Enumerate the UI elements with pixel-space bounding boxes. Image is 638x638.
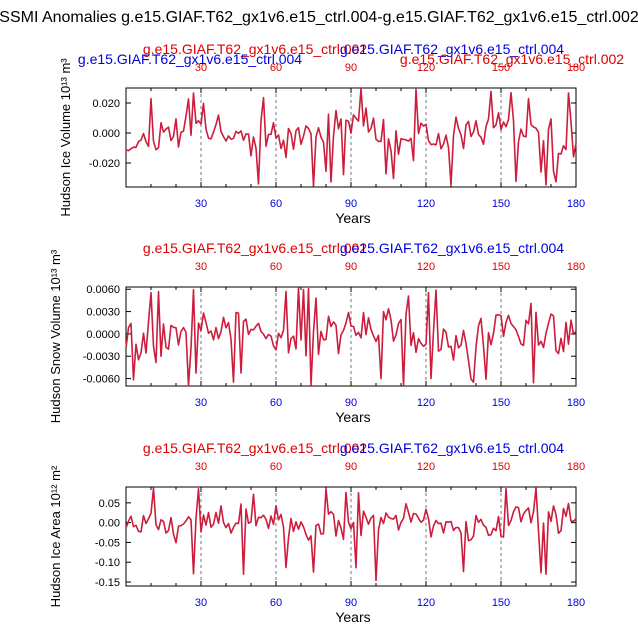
y-axis-label: Hudson Ice Volume 10¹³ m³ xyxy=(58,58,73,217)
series-line xyxy=(125,487,577,582)
x-tick-label: 150 xyxy=(492,198,510,210)
x-tick-label: 30 xyxy=(195,397,207,409)
series-line xyxy=(125,88,577,187)
x-tick-label: 30 xyxy=(195,198,207,210)
x-tick-label: 180 xyxy=(567,198,585,210)
x-tick-label-top: 30 xyxy=(195,461,207,473)
series-label-left: g.e15.GIAF.T62_gx1v6.e15_ctrl.002 xyxy=(143,440,367,456)
series-label-left: g.e15.GIAF.T62_gx1v6.e15_ctrl.002 xyxy=(143,41,367,57)
x-tick-label: 120 xyxy=(417,397,435,409)
x-tick-label-top: 180 xyxy=(567,461,585,473)
x-tick-label-top: 150 xyxy=(492,261,510,273)
series-label-right: g.e15.GIAF.T62_gx1v6.e15_ctrl.004 xyxy=(340,41,564,57)
series-label-right: g.e15.GIAF.T62_gx1v6.e15_ctrl.004 xyxy=(340,240,564,256)
x-tick-label-top: 120 xyxy=(417,461,435,473)
panels: 3030606090901201201501501801800.0200.000… xyxy=(48,41,624,625)
y-tick-label: -0.15 xyxy=(95,577,120,589)
x-tick-label: 90 xyxy=(345,397,357,409)
x-axis-label: Years xyxy=(335,609,370,625)
chart-panel-1: 30 30 60 60 90 90 120 120 150 150 180 180 0.020 0.000… xyxy=(58,41,624,226)
x-tick-label-top: 60 xyxy=(270,461,282,473)
series-label-right-b: g.e15.GIAF.T62_gx1v6.e15_ctrl.002 xyxy=(400,51,624,67)
x-tick-label-top: 180 xyxy=(567,62,585,74)
y-tick-label: -0.0030 xyxy=(83,351,120,363)
x-tick-label-top: 60 xyxy=(270,261,282,273)
x-tick-label: 30 xyxy=(195,597,207,609)
y-tick-label: 0.0000 xyxy=(86,329,120,341)
page-title: SSMI Anomalies g.e15.GIAF.T62_gx1v6.e15_… xyxy=(0,9,638,26)
x-tick-label-top: 120 xyxy=(417,62,435,74)
x-tick-label-top: 90 xyxy=(345,461,357,473)
series-line xyxy=(125,286,577,387)
y-tick-label: -0.05 xyxy=(95,537,120,549)
chart-panel-2: 30 30 60 60 90 90 120 120 150 150 180 180 0.0060 0.00… xyxy=(48,240,585,425)
y-tick-label: 0.0060 xyxy=(86,284,120,296)
x-tick-label-top: 120 xyxy=(417,261,435,273)
chart-panel-3: 30 30 60 60 90 90 120 120 150 150 180 180 0.05 0.00 -0… xyxy=(48,440,585,625)
x-axis-label: Years xyxy=(335,409,370,425)
x-tick-label: 120 xyxy=(417,198,435,210)
x-tick-label: 150 xyxy=(492,397,510,409)
x-tick-label: 180 xyxy=(567,597,585,609)
y-tick-label: 0.05 xyxy=(99,498,120,510)
series-label-left-b: g.e15.GIAF.T62_gx1v6.e15_ctrl.004 xyxy=(78,51,302,67)
x-tick-label: 60 xyxy=(270,597,282,609)
x-tick-label: 180 xyxy=(567,397,585,409)
x-tick-label-top: 60 xyxy=(270,62,282,74)
y-tick-label: 0.000 xyxy=(92,128,120,140)
x-tick-label-top: 90 xyxy=(345,62,357,74)
x-tick-label-top: 180 xyxy=(567,261,585,273)
x-tick-label-top: 90 xyxy=(345,261,357,273)
y-tick-label: 0.00 xyxy=(99,518,120,530)
y-tick-label: -0.020 xyxy=(89,158,120,170)
x-tick-label: 120 xyxy=(417,597,435,609)
x-tick-label-top: 150 xyxy=(492,62,510,74)
series-label-right: g.e15.GIAF.T62_gx1v6.e15_ctrl.004 xyxy=(340,440,564,456)
y-axis-label: Hudson Ice Area 10¹² m² xyxy=(48,465,63,607)
x-tick-label-top: 30 xyxy=(195,62,207,74)
x-axis-label: Years xyxy=(335,210,370,226)
x-tick-label: 60 xyxy=(270,198,282,210)
y-axis-label: Hudson Snow Volume 10¹³ m³ xyxy=(48,249,63,423)
x-tick-label-top: 150 xyxy=(492,461,510,473)
x-tick-label: 150 xyxy=(492,597,510,609)
x-tick-label: 60 xyxy=(270,397,282,409)
x-tick-label: 90 xyxy=(345,597,357,609)
series-label-left: g.e15.GIAF.T62_gx1v6.e15_ctrl.002 xyxy=(143,240,367,256)
y-tick-label: 0.0030 xyxy=(86,307,120,319)
y-tick-label: -0.0060 xyxy=(83,374,120,386)
x-tick-label-top: 30 xyxy=(195,261,207,273)
y-tick-label: -0.10 xyxy=(95,557,120,569)
y-tick-label: 0.020 xyxy=(92,98,120,110)
x-tick-label: 90 xyxy=(345,198,357,210)
